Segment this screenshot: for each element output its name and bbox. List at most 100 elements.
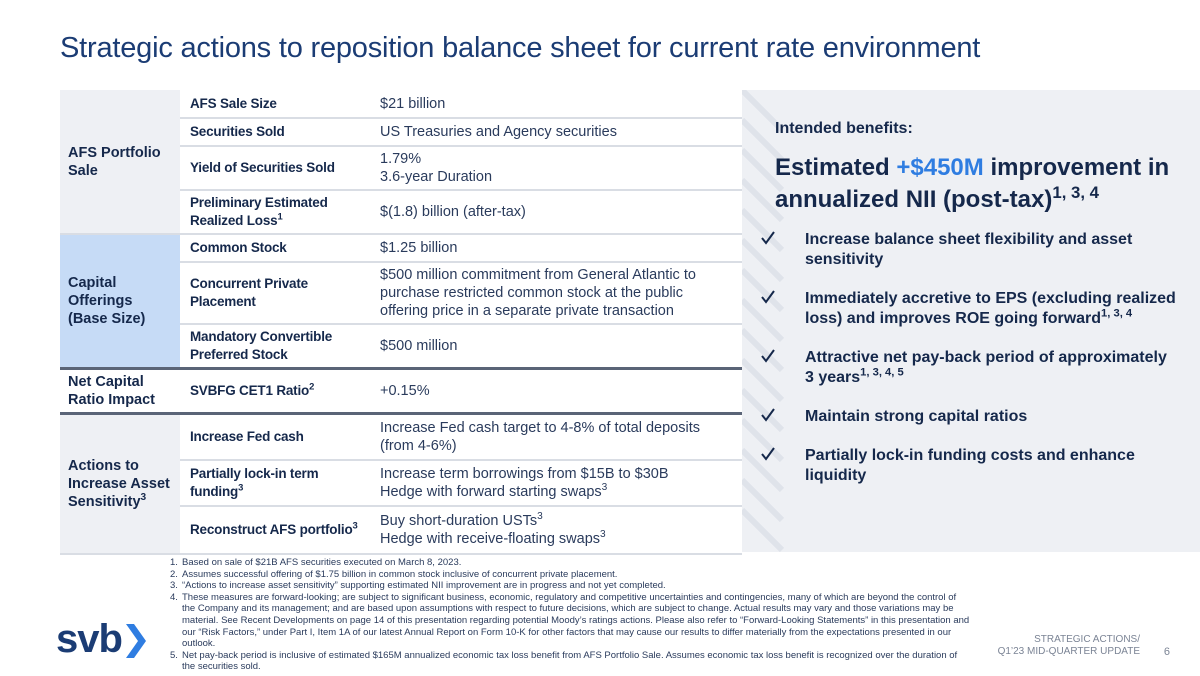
row-label: AFS Sale Size xyxy=(180,90,370,119)
text: SVBFG CET1 Ratio xyxy=(190,383,310,398)
footnote-number: 5. xyxy=(170,649,178,661)
row-value: $1.25 billion xyxy=(370,234,742,263)
footnote: 4. These measures are forward-looking; ar… xyxy=(170,592,970,650)
text: $500 million xyxy=(380,338,458,354)
row-label: Concurrent Private Placement xyxy=(180,262,370,325)
slide-title: Strategic actions to reposition balance … xyxy=(60,32,981,64)
text: Partially lock-in term funding xyxy=(190,465,319,499)
value-line: $500 million commitment from General Atl… xyxy=(380,266,732,320)
row-value: $(1.8) billion (after-tax) xyxy=(370,190,742,235)
text: Immediately accretive to EPS (excluding … xyxy=(805,290,1176,327)
checkmark-path xyxy=(761,447,775,461)
benefit-item: Attractive net pay-back period of approx… xyxy=(761,348,1180,388)
value-line: Increase term borrowings from $15B to $3… xyxy=(380,465,732,483)
row-label: Common Stock xyxy=(180,234,370,263)
text: Buy short-duration USTs xyxy=(380,512,538,529)
text: $500 million commitment from General Atl… xyxy=(380,267,696,319)
checkmark xyxy=(761,447,775,461)
footnote-text: Based on sale of $21B AFS securities exe… xyxy=(182,557,462,568)
text: improvement in annualized NII (post-tax) xyxy=(775,154,1170,213)
benefit-item: Immediately accretive to EPS (excluding … xyxy=(761,289,1180,329)
row-value: $500 million commitment from General Atl… xyxy=(370,262,742,325)
benefits-panel xyxy=(742,90,1200,552)
value-line: Hedge with receive-floating swaps3 xyxy=(380,528,732,548)
text: Increase balance sheet flexibility and a… xyxy=(805,231,1133,268)
panel-stripes xyxy=(742,90,785,552)
superscript: 3 xyxy=(600,528,606,540)
superscript: 1 xyxy=(277,211,283,223)
row-value: US Treasuries and Agency securities xyxy=(370,118,742,147)
row-value: Buy short-duration USTs3 Hedge with recei… xyxy=(370,505,742,555)
footnote-text: Net pay-back period is inclusive of esti… xyxy=(182,649,958,673)
footer-line: Q1’23 MID-QUARTER UPDATE xyxy=(997,646,1140,657)
table-row: Net Capital Ratio Impact SVBFG CET1 Ratio… xyxy=(60,367,742,415)
superscript: 3 xyxy=(537,510,543,522)
row-value: +0.15% xyxy=(370,367,742,415)
table-row: AFS Portfolio Sale AFS Sale Size $21 billi… xyxy=(60,90,742,235)
row-label: Preliminary Estimated Realized Loss1 xyxy=(180,190,370,235)
checkmark-path xyxy=(761,231,775,245)
text: Preliminary Estimated Realized Loss xyxy=(190,195,328,228)
row-value: 1.79% 3.6-year Duration xyxy=(370,146,742,191)
text: Securities Sold xyxy=(190,124,285,139)
footnote-text: “Actions to increase asset sensitivity” … xyxy=(182,580,666,592)
value-line: +0.15% xyxy=(380,382,732,400)
row-value: Increase term borrowings from $15B to $3… xyxy=(370,459,742,507)
footnote: 3. “Actions to increase asset sensitivity… xyxy=(170,580,970,592)
footnote: 2. Assumes successful offering of $1.75 b… xyxy=(170,569,970,581)
superscript: 3 xyxy=(352,520,358,531)
actions-table: AFS Portfolio Sale AFS Sale Size $21 billi… xyxy=(60,90,742,555)
benefits: Intended benefits: Estimated +$450M impr… xyxy=(761,120,1180,505)
value-line: Hedge with forward starting swaps3 xyxy=(380,482,732,501)
text: Hedge with forward starting swaps xyxy=(380,483,602,500)
group-label: Actions to Increase Asset Sensitivity3 xyxy=(60,413,180,555)
footnote-number: 4. xyxy=(170,591,178,603)
benefit-item: Partially lock-in funding costs and enha… xyxy=(761,446,1180,486)
row-label: Increase Fed cash xyxy=(180,413,370,461)
table-row: Preliminary Estimated Realized Loss1 $(1.… xyxy=(60,190,742,235)
benefits-heading: Intended benefits: xyxy=(775,120,913,137)
text: Mandatory Convertible Preferred Stock xyxy=(190,329,333,362)
row-value: $21 billion xyxy=(370,90,742,119)
footer-section: STRATEGIC ACTIONS/ Q1’23 MID-QUARTER UPD… xyxy=(998,634,1140,658)
logo-chevron xyxy=(126,624,146,658)
value-line: US Treasuries and Agency securities xyxy=(380,123,732,141)
text: US Treasuries and Agency securities xyxy=(380,124,617,140)
table-row: Yield of Securities Sold 1.79% 3.6-year Du… xyxy=(60,146,742,191)
checkmark xyxy=(761,349,775,363)
footnote-number: 3. xyxy=(170,580,178,592)
footer-line: STRATEGIC ACTIONS/ xyxy=(1034,634,1140,645)
footnote: 1. Based on sale of $21B AFS securities e… xyxy=(170,557,970,569)
row-label: Partially lock-in term funding3 xyxy=(180,459,370,507)
row-value: $500 million xyxy=(370,324,742,370)
checkmark-path xyxy=(761,290,775,304)
footnote: 5. Net pay-back period is inclusive of es… xyxy=(170,650,970,673)
table-row: Actions to Increase Asset Sensitivity3 In… xyxy=(60,413,742,555)
value-line: Increase Fed cash target to 4-8% of tota… xyxy=(380,419,732,455)
value-line: 3.6-year Duration xyxy=(380,168,732,186)
checkmark-path xyxy=(761,408,775,422)
text: Reconstruct AFS portfolio xyxy=(190,521,353,537)
superscript: 1, 3, 4, 5 xyxy=(860,366,904,379)
text: Increase Fed cash xyxy=(190,428,304,444)
benefits-list: Increase balance sheet flexibility and a… xyxy=(761,230,1180,486)
checkmark-path xyxy=(761,349,775,363)
group-label: AFS Portfolio Sale xyxy=(60,90,180,235)
table-row: Securities Sold US Treasuries and Agency … xyxy=(60,118,742,147)
benefits-headline: Estimated +$450M improvement in annualiz… xyxy=(775,152,1180,216)
highlight: +$450M xyxy=(896,154,984,181)
value-line: $(1.8) billion (after-tax) xyxy=(380,203,732,221)
value-line: $21 billion xyxy=(380,95,732,113)
row-label: Mandatory Convertible Preferred Stock xyxy=(180,324,370,370)
text: Net Capital Ratio Impact xyxy=(68,374,156,408)
row-label: Reconstruct AFS portfolio3 xyxy=(180,505,370,555)
text: $(1.8) billion (after-tax) xyxy=(380,204,526,220)
footnotes: 1. Based on sale of $21B AFS securities e… xyxy=(170,557,970,673)
row-label: SVBFG CET1 Ratio2 xyxy=(180,367,370,415)
text: Hedge with receive-floating swaps xyxy=(380,530,601,547)
table-row: Concurrent Private Placement $500 million… xyxy=(60,262,742,325)
page-number: 6 xyxy=(1163,646,1170,658)
checkmark xyxy=(761,231,775,245)
logo-text: svb xyxy=(56,617,122,661)
